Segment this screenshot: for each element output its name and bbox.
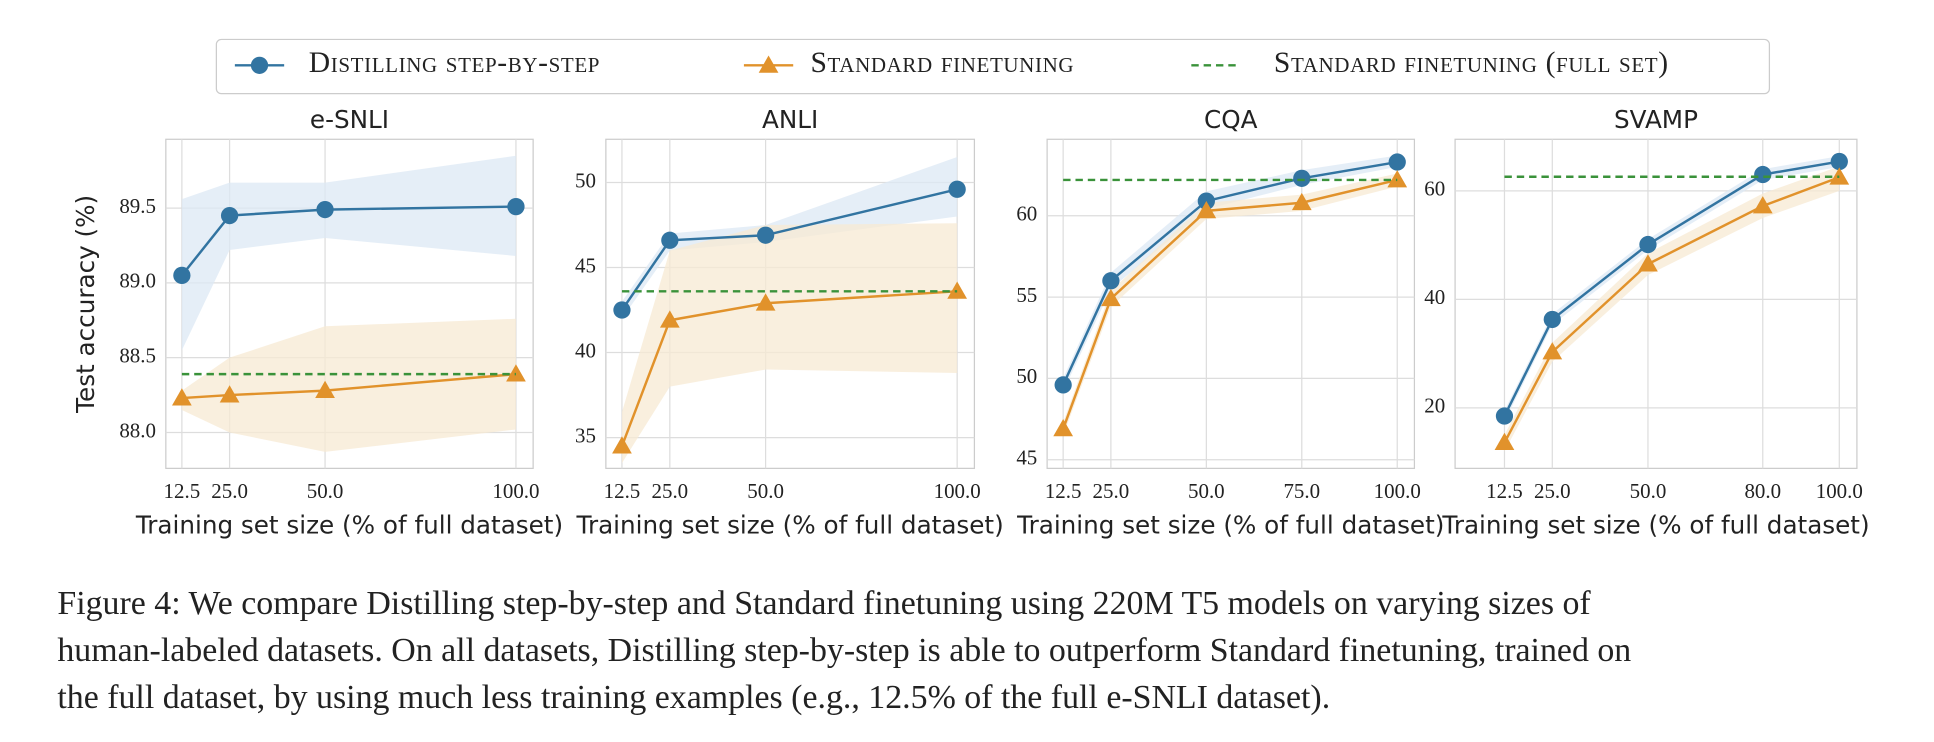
- y-tick-label: 40: [575, 338, 596, 362]
- x-tick-label: 50.0: [1630, 479, 1667, 503]
- point: [172, 388, 192, 406]
- chart-title: e-SNLI: [310, 105, 389, 134]
- confidence-band: [621, 223, 958, 464]
- x-tick-label: 80.0: [1744, 479, 1781, 503]
- point: [613, 301, 631, 319]
- point: [1102, 272, 1120, 290]
- confidence-band: [1504, 166, 1840, 452]
- legend-label: Distilling step-by-step: [309, 47, 600, 79]
- y-axis-label: Test accuracy (%): [71, 195, 100, 414]
- point: [1291, 192, 1312, 211]
- point: [1494, 432, 1515, 451]
- legend-box: [215, 38, 1771, 95]
- x-axis-label: Training set size (% of full dataset): [576, 510, 1004, 539]
- x-tick-label: 12.5: [1486, 479, 1523, 503]
- point: [315, 380, 335, 398]
- y-tick-label: 89.0: [119, 269, 156, 293]
- x-axis-label: Training set size (% of full dataset): [1016, 510, 1444, 539]
- y-tick-label: 88.0: [119, 418, 156, 442]
- y-tick-label: 50: [1016, 364, 1037, 388]
- legend-marker: [250, 56, 269, 74]
- chart-title: ANLI: [762, 105, 818, 134]
- x-tick-label: 25.0: [1093, 479, 1130, 503]
- point: [1639, 235, 1657, 254]
- x-axis-label: Training set size (% of full dataset): [1441, 510, 1869, 539]
- point: [1387, 170, 1408, 188]
- y-tick-label: 60: [1424, 177, 1445, 201]
- point: [1542, 342, 1563, 360]
- series-line: [620, 188, 958, 311]
- point: [173, 266, 191, 285]
- x-tick-label: 50.0: [1188, 479, 1225, 503]
- y-tick-label: 45: [575, 253, 596, 277]
- point: [612, 436, 632, 454]
- point: [1053, 418, 1074, 437]
- caption-line: the full dataset, by using much less tra…: [57, 679, 1330, 716]
- x-tick-label: 25.0: [1534, 479, 1571, 503]
- x-tick-label: 25.0: [211, 479, 248, 503]
- point: [1101, 288, 1121, 307]
- x-tick-label: 100.0: [1816, 479, 1863, 503]
- y-tick-label: 89.5: [119, 194, 156, 218]
- point: [219, 385, 240, 403]
- chart-title: CQA: [1204, 105, 1258, 134]
- legend-marker: [758, 55, 779, 73]
- x-tick-label: 100.0: [934, 479, 981, 503]
- point: [1752, 196, 1773, 214]
- caption-line: human-labeled datasets. On all datasets,…: [57, 632, 1631, 669]
- series-line: [620, 290, 958, 447]
- y-tick-label: 45: [1016, 446, 1037, 470]
- y-tick-label: 88.5: [119, 343, 156, 367]
- point: [1054, 376, 1072, 394]
- series-line: [180, 205, 516, 277]
- point: [1196, 200, 1217, 219]
- y-tick-label: 20: [1424, 394, 1445, 418]
- point: [948, 180, 966, 198]
- x-tick-label: 75.0: [1283, 479, 1320, 503]
- x-tick-label: 12.5: [164, 479, 201, 503]
- x-tick-label: 50.0: [307, 479, 344, 503]
- x-tick-label: 100.0: [492, 479, 539, 503]
- point: [1293, 169, 1311, 187]
- y-tick-label: 55: [1016, 283, 1037, 307]
- confidence-band: [181, 318, 516, 452]
- point: [661, 231, 679, 249]
- caption-line: Figure 4: We compare Distilling step-by-…: [57, 585, 1591, 622]
- x-tick-label: 100.0: [1374, 479, 1421, 503]
- x-tick-label: 12.5: [1045, 479, 1082, 503]
- confidence-band: [181, 155, 516, 351]
- x-tick-label: 50.0: [747, 479, 784, 503]
- point: [316, 200, 334, 219]
- point: [1830, 152, 1848, 171]
- x-axis-label: Training set size (% of full dataset): [135, 510, 563, 539]
- series-line: [181, 372, 517, 400]
- point: [1543, 310, 1561, 329]
- point: [1638, 254, 1658, 272]
- y-tick-label: 35: [575, 423, 596, 447]
- point: [755, 293, 776, 311]
- point: [506, 364, 526, 382]
- y-tick-label: 40: [1424, 285, 1445, 309]
- x-tick-label: 12.5: [604, 479, 641, 503]
- chart-title: SVAMP: [1614, 105, 1698, 134]
- x-tick-label: 25.0: [652, 479, 689, 503]
- point: [1388, 153, 1406, 171]
- point: [507, 197, 525, 216]
- point: [756, 226, 775, 244]
- point: [1495, 407, 1514, 425]
- y-tick-label: 60: [1016, 202, 1037, 226]
- legend-label: Standard finetuning (full set): [1274, 47, 1669, 79]
- point: [1754, 165, 1772, 184]
- legend-label: Standard finetuning: [810, 47, 1074, 79]
- point: [220, 206, 239, 225]
- y-tick-label: 50: [575, 168, 596, 192]
- point: [659, 310, 680, 328]
